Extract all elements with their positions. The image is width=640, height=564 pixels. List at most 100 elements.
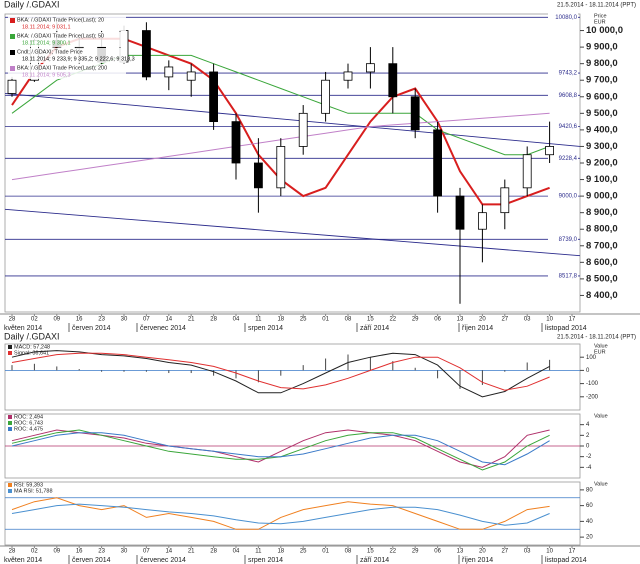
candle-body [388, 63, 398, 98]
legend-box [8, 32, 126, 47]
x-tick-label: 22 [389, 317, 396, 323]
y-tick-label: -2 [586, 454, 592, 460]
y-tick-label: 4 [586, 422, 590, 428]
y-axis-label: Value [594, 413, 608, 419]
month-label: květen 2014 [4, 325, 42, 332]
candle-body [433, 129, 443, 197]
legend-swatch [10, 66, 15, 71]
y-tick-label: 9 500,0 [586, 108, 618, 119]
legend-label: MACD: 57,248 [14, 344, 50, 350]
y-tick-label: 60 [586, 503, 593, 509]
y-tick-label: 2 [586, 433, 590, 439]
candle-body [209, 71, 219, 123]
y-tick-label: 8 400,0 [586, 290, 618, 301]
month-label: červenec 2014 [140, 557, 186, 564]
legend-box [8, 48, 126, 63]
y-tick-label: 80 [586, 487, 593, 493]
y-tick-label: 0 [586, 444, 590, 450]
x-tick-label: 15 [367, 549, 374, 555]
x-tick-label: 06 [434, 317, 441, 323]
candle-body [231, 121, 241, 164]
legend-label: RSI: 59,393 [14, 482, 43, 488]
x-tick-label: 17 [569, 549, 576, 555]
candle-body [477, 212, 487, 230]
y-axis-label: Value [594, 343, 608, 349]
x-tick-label: 28 [210, 317, 217, 323]
level-label: 9228,4 [559, 156, 578, 162]
y-tick-label: 9 900,0 [586, 42, 618, 53]
candle-body [410, 96, 420, 131]
y-tick-label: 9 000,0 [586, 191, 618, 202]
x-tick-label: 13 [457, 549, 464, 555]
x-tick-label: 20 [479, 549, 486, 555]
x-tick-label: 28 [9, 317, 16, 323]
legend-label: BKA: /.GDAXI Trade Price(Last); 20 [17, 17, 104, 23]
y-tick-label: 8 600,0 [586, 257, 618, 268]
x-tick-label: 02 [31, 317, 38, 323]
x-tick-label: 18 [277, 549, 284, 555]
level-label-bg [548, 235, 578, 244]
x-tick-label: 21 [188, 317, 195, 323]
y-tick-label: 8 900,0 [586, 207, 618, 218]
legend-swatch [8, 415, 12, 419]
y-tick-label: 9 200,0 [586, 158, 618, 169]
legend-label: BKA: /.GDAXI Trade Price(Last); 50 [17, 33, 104, 39]
trend-line [4, 93, 581, 147]
level-label: 8739,0 [559, 237, 578, 243]
month-label: červen 2014 [72, 557, 111, 564]
legend-value: 18.11.2014; 9 233,9; 9 335,2; 9 222,6; 9… [22, 56, 135, 62]
legend-swatch [8, 427, 12, 431]
x-tick-label: 14 [165, 549, 172, 555]
x-tick-label: 16 [76, 549, 83, 555]
legend-label: MA RSI: 51,788 [14, 488, 53, 494]
y-tick-label: 9 300,0 [586, 141, 618, 152]
candle-body [321, 79, 331, 114]
x-tick-label: 30 [121, 549, 128, 555]
x-tick-label: 29 [412, 317, 419, 323]
y-tick-label: 20 [586, 535, 593, 541]
date-range: 21.5.2014 - 18.11.2014 (PPT) [557, 335, 636, 341]
legend-swatch [10, 18, 15, 23]
y-tick-label: 40 [586, 519, 593, 525]
y-tick-label: 9 400,0 [586, 124, 618, 135]
indicator-line [11, 352, 550, 391]
month-label: listopad 2014 [545, 325, 587, 332]
indicator-line [11, 432, 550, 466]
x-tick-label: 01 [322, 549, 329, 555]
candle-body [276, 146, 286, 189]
month-label: červenec 2014 [140, 325, 186, 332]
candle-body [7, 79, 17, 94]
y-tick-label: 9 600,0 [586, 91, 618, 102]
x-tick-label: 01 [322, 317, 329, 323]
month-label: říjen 2014 [462, 325, 493, 332]
x-tick-label: 02 [31, 549, 38, 555]
y-tick-label: 100 [586, 355, 597, 361]
x-tick-label: 10 [546, 549, 553, 555]
candle-body [141, 30, 151, 78]
y-tick-label: -100 [586, 381, 599, 387]
trend-line [4, 208, 581, 257]
x-tick-label: 29 [412, 549, 419, 555]
month-label: červen 2014 [72, 325, 111, 332]
month-label: listopad 2014 [545, 557, 587, 564]
y-tick-label: -200 [586, 394, 599, 400]
x-tick-label: 14 [165, 317, 172, 323]
legend-swatch [8, 345, 12, 349]
legend-swatch [8, 483, 12, 487]
level-label: 9743,2 [559, 71, 578, 77]
x-tick-label: 27 [501, 549, 508, 555]
candle-body [522, 154, 532, 189]
indicator-line [11, 503, 550, 526]
month-label: srpen 2014 [248, 325, 283, 332]
x-tick-label: 04 [233, 317, 240, 323]
x-tick-label: 04 [233, 549, 240, 555]
level-label-bg [548, 13, 578, 22]
x-tick-label: 03 [524, 549, 531, 555]
y-axis-label: EUR [594, 349, 606, 355]
level-label-bg [548, 271, 578, 280]
candle-body [298, 112, 308, 147]
candle-body [253, 162, 263, 189]
legend-value: 18.11.2014; 9 300,1 [22, 40, 71, 46]
level-label-bg [548, 122, 578, 131]
